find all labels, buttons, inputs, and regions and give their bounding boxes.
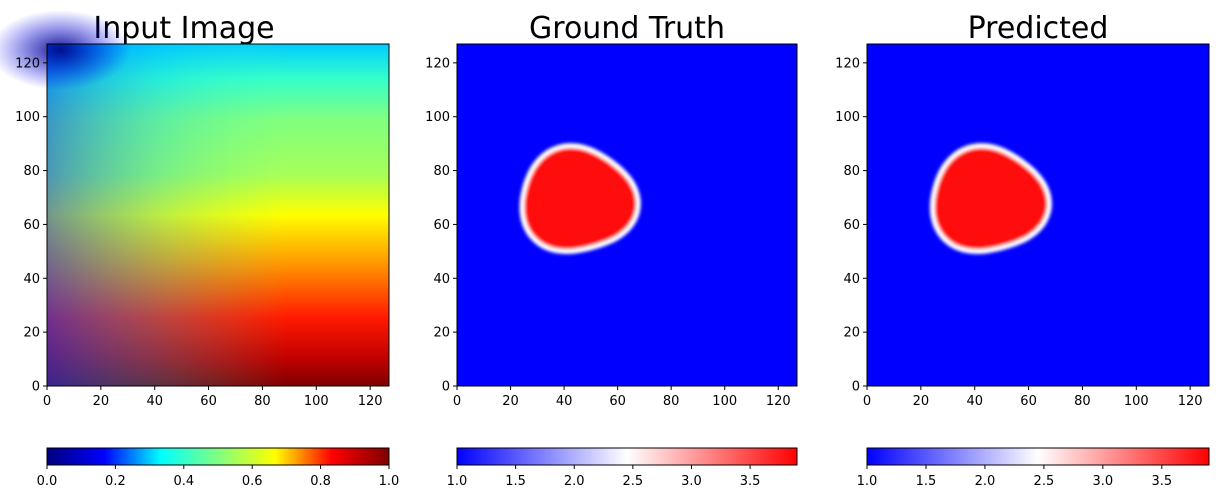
y-tick-label: 120 xyxy=(425,56,450,71)
x-tick-label: 20 xyxy=(502,394,519,409)
colorbar-gradient xyxy=(46,447,390,466)
colorbar-tick-label: 2.5 xyxy=(1034,474,1055,489)
heatmap-dark-corner xyxy=(0,10,130,90)
panel-title: Ground Truth xyxy=(529,11,725,46)
y-tick-label: 20 xyxy=(433,326,450,341)
panel-title: Predicted xyxy=(968,11,1109,46)
colorbar-tick-label: 3.5 xyxy=(1151,474,1172,489)
y-tick-label: 80 xyxy=(843,164,860,179)
colorbar-tick-label: 2.0 xyxy=(564,474,585,489)
y-tick-label: 120 xyxy=(835,56,860,71)
x-tick-label: 0 xyxy=(863,394,871,409)
y-tick-label: 40 xyxy=(433,272,450,287)
y-tick-label: 40 xyxy=(843,272,860,287)
colorbar-ticks: 0.0 0.2 0.4 0.6 0.8 1.0 xyxy=(37,465,400,489)
y-tick-label: 100 xyxy=(425,110,450,125)
y-tick-label: 20 xyxy=(843,326,860,341)
x-tick-label: 40 xyxy=(966,394,983,409)
colorbar-tick-label: 0.0 xyxy=(37,474,58,489)
x-axis: 0 20 40 60 80 100 120 xyxy=(43,386,383,409)
x-tick-label: 120 xyxy=(358,394,383,409)
plot-area xyxy=(866,43,1210,387)
x-tick-label: 100 xyxy=(304,394,329,409)
y-tick-label: 80 xyxy=(23,164,40,179)
y-tick-label: 0 xyxy=(852,380,860,395)
colorbar-tick-label: 1.0 xyxy=(379,474,400,489)
y-tick-label: 60 xyxy=(23,218,40,233)
plot-frame xyxy=(866,43,1210,387)
heatmap-overlay-top xyxy=(47,44,389,386)
colorbar-tick-label: 2.0 xyxy=(975,474,996,489)
colorbar-gradient xyxy=(456,447,798,466)
y-tick-label: 0 xyxy=(442,380,450,395)
plot-area xyxy=(0,10,390,387)
colorbar-tick-label: 1.0 xyxy=(857,474,878,489)
y-tick-label: 120 xyxy=(15,56,40,71)
x-tick-label: 20 xyxy=(93,394,110,409)
x-tick-label: 0 xyxy=(453,394,461,409)
y-tick-label: 100 xyxy=(835,110,860,125)
x-tick-label: 40 xyxy=(146,394,163,409)
colorbar-tick-label: 3.5 xyxy=(740,474,761,489)
x-tick-label: 40 xyxy=(556,394,573,409)
x-tick-label: 80 xyxy=(254,394,271,409)
colorbar-tick-label: 0.6 xyxy=(242,474,263,489)
colorbar-ticks: 1.0 1.5 2.0 2.5 3.0 3.5 xyxy=(857,465,1172,489)
x-tick-label: 60 xyxy=(1020,394,1037,409)
y-axis: 0 20 40 60 80 100 120 xyxy=(425,56,457,395)
colorbar-gradient xyxy=(866,447,1210,466)
colorbar-tick-label: 2.5 xyxy=(623,474,644,489)
colorbar-ticks: 1.0 1.5 2.0 2.5 3.0 3.5 xyxy=(447,465,761,489)
x-tick-label: 60 xyxy=(200,394,217,409)
y-axis: 0 20 40 60 80 100 120 xyxy=(15,56,47,395)
y-tick-label: 100 xyxy=(15,110,40,125)
colorbar-tick-label: 0.4 xyxy=(173,474,194,489)
panel-ground-truth: Ground Truth 0 20 40 60 80 100 120 0 20 40 60 80 10… xyxy=(425,11,798,489)
plot-area xyxy=(456,43,798,387)
colorbar-tick-label: 1.5 xyxy=(505,474,526,489)
plot-frame xyxy=(456,43,798,387)
y-tick-label: 60 xyxy=(843,218,860,233)
x-axis: 0 20 40 60 80 100 120 xyxy=(863,386,1203,409)
heatmap-blob xyxy=(929,143,1052,255)
colorbar-tick-label: 0.8 xyxy=(310,474,331,489)
x-tick-label: 100 xyxy=(712,394,737,409)
colorbar-tick-label: 3.0 xyxy=(681,474,702,489)
colorbar: 1.0 1.5 2.0 2.5 3.0 3.5 xyxy=(857,447,1210,489)
colorbar: 1.0 1.5 2.0 2.5 3.0 3.5 xyxy=(447,447,798,489)
colorbar-tick-label: 1.0 xyxy=(447,474,468,489)
panel-predicted: Predicted 0 20 40 60 80 100 120 0 20 40 60 80 100 12… xyxy=(835,11,1210,489)
x-tick-label: 60 xyxy=(609,394,626,409)
x-axis: 0 20 40 60 80 100 120 xyxy=(453,386,791,409)
colorbar-tick-label: 0.2 xyxy=(105,474,126,489)
x-tick-label: 120 xyxy=(1178,394,1203,409)
x-tick-label: 120 xyxy=(766,394,791,409)
y-tick-label: 60 xyxy=(433,218,450,233)
x-tick-label: 20 xyxy=(913,394,930,409)
y-tick-label: 20 xyxy=(23,326,40,341)
y-axis: 0 20 40 60 80 100 120 xyxy=(835,56,867,395)
plot-frame xyxy=(46,43,390,387)
y-tick-label: 80 xyxy=(433,164,450,179)
colorbar: 0.0 0.2 0.4 0.6 0.8 1.0 xyxy=(37,447,400,489)
y-tick-label: 0 xyxy=(32,380,40,395)
x-tick-label: 80 xyxy=(1074,394,1091,409)
colorbar-tick-label: 3.0 xyxy=(1093,474,1114,489)
x-tick-label: 100 xyxy=(1124,394,1149,409)
panel-input-image: Input Image 0 20 40 60 80 100 120 020406080100… xyxy=(0,10,399,489)
heatmap-blob xyxy=(519,143,641,255)
y-tick-label: 40 xyxy=(23,272,40,287)
x-tick-label: 0 xyxy=(43,394,51,409)
x-tick-label: 80 xyxy=(663,394,680,409)
colorbar-tick-label: 1.5 xyxy=(916,474,937,489)
